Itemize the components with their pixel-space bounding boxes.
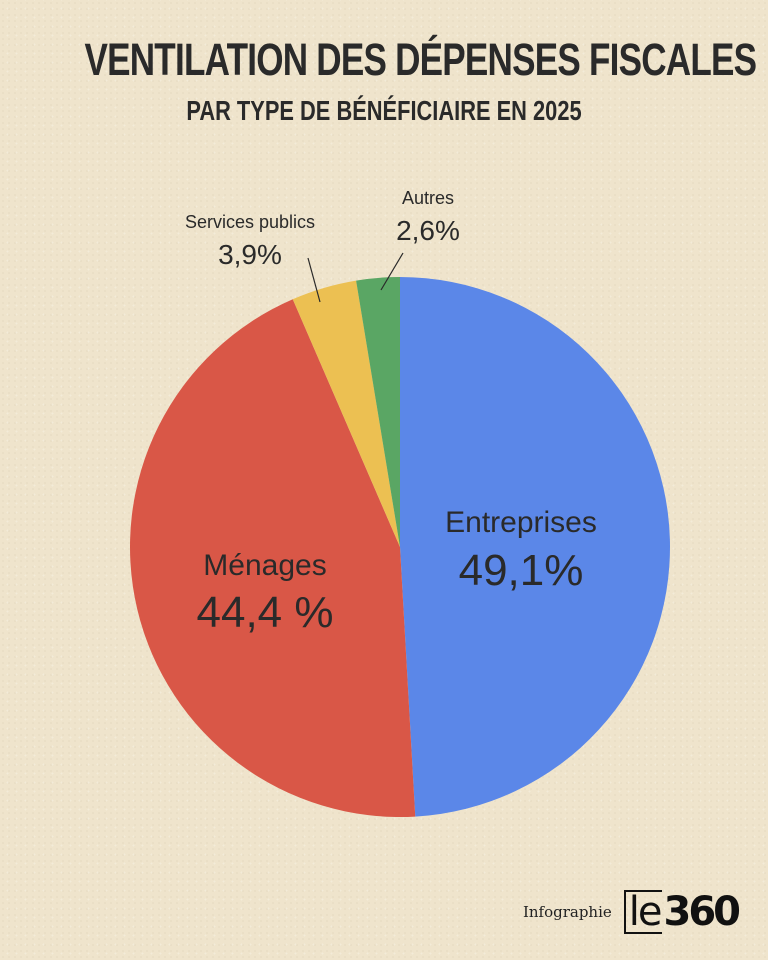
footer: Infographie le360 xyxy=(522,889,741,935)
le360-logo: le360 xyxy=(623,889,741,935)
slice-value-autres: 2,6% xyxy=(396,215,460,246)
pie-slice-entreprises xyxy=(400,276,671,817)
pie-slice-m-nages xyxy=(129,299,416,818)
pie-slice-autres xyxy=(356,277,400,547)
logo-number: 360 xyxy=(663,889,741,935)
chart-title: VENTILATION DES DÉPENSES FISCALES xyxy=(84,34,757,85)
infographie-label: Infographie xyxy=(522,903,612,921)
logo-prefix: le xyxy=(623,890,662,934)
slice-value-m-nages: 44,4 % xyxy=(197,588,334,637)
leader-line-autres xyxy=(380,252,404,291)
pie-slice-services-publics xyxy=(292,280,400,547)
slice-label-autres: Autres xyxy=(402,188,454,208)
slice-label-entreprises: Entreprises xyxy=(445,506,597,539)
slice-label-m-nages: Ménages xyxy=(203,549,326,582)
chart-subtitle: PAR TYPE DE BÉNÉFICIAIRE EN 2025 xyxy=(186,95,582,126)
slice-value-entreprises: 49,1% xyxy=(459,546,584,595)
slice-value-services-publics: 3,9% xyxy=(218,239,282,270)
slice-label-services-publics: Services publics xyxy=(185,212,315,232)
leader-line-services-publics xyxy=(307,257,321,303)
